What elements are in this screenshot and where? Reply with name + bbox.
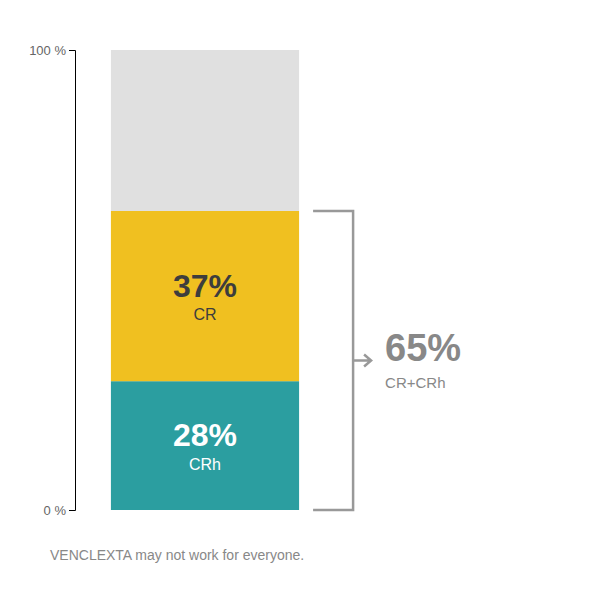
tick-mark bbox=[69, 50, 75, 51]
plot-area bbox=[111, 50, 299, 510]
tick: 0 % bbox=[44, 503, 75, 518]
data-labels: 28% CRh 37% CR bbox=[173, 268, 237, 473]
tick-mark bbox=[69, 510, 75, 511]
bracket-arrow bbox=[353, 355, 371, 367]
bracket-line bbox=[313, 211, 353, 510]
bar-segment bbox=[111, 381, 299, 510]
footnote: VENCLEXTA may not work for everyone. bbox=[50, 547, 304, 563]
axis-line bbox=[69, 51, 76, 511]
y-axis: 0 % 100 % bbox=[29, 43, 75, 518]
chart: 28% CRh 37% CR 0 % 100 % 65% CR+CRh VENCLEXTA ma… bbox=[0, 0, 600, 600]
bracket bbox=[313, 211, 371, 510]
tick-label: 0 % bbox=[44, 503, 67, 518]
data-label: 28% bbox=[173, 417, 237, 453]
data-label: 37% bbox=[173, 268, 237, 304]
annotation: 65% bbox=[385, 327, 461, 369]
annotation-subtext: CR+CRh bbox=[385, 374, 445, 391]
tick: 100 % bbox=[29, 43, 75, 58]
series-label: CR bbox=[193, 306, 216, 323]
tick-label: 100 % bbox=[29, 43, 66, 58]
bar-segment bbox=[111, 50, 299, 211]
bar-segment bbox=[111, 211, 299, 381]
series-label: CRh bbox=[189, 456, 221, 473]
